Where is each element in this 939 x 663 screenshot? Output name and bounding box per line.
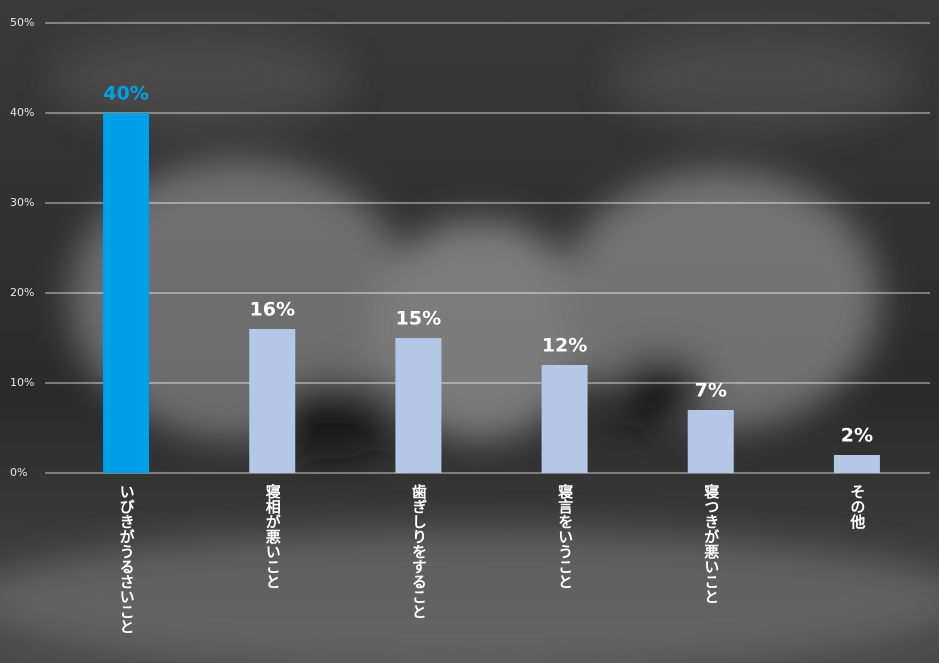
bar	[834, 455, 880, 473]
value-label: 2%	[841, 425, 873, 447]
y-tick-label: 10%	[10, 376, 34, 389]
x-tick-label: 寝言をいうこと	[556, 483, 574, 589]
bar	[249, 329, 295, 473]
y-tick-label: 40%	[10, 106, 34, 119]
value-label: 7%	[695, 380, 727, 402]
y-tick-label: 20%	[10, 286, 34, 299]
bar	[688, 410, 734, 473]
x-tick-label: 寝つきが悪いこと	[702, 483, 720, 604]
y-tick-label: 0%	[10, 466, 27, 479]
value-label: 16%	[250, 299, 295, 321]
y-tick-label: 30%	[10, 196, 34, 209]
value-label: 15%	[396, 308, 441, 330]
bar	[103, 113, 149, 473]
y-tick-label: 50%	[10, 16, 34, 29]
chart: 0% 10% 20% 30% 40% 50% 40% いびきがうるさいこと 16% 寝相が悪いこと…	[0, 0, 939, 663]
x-tick-label: いびきがうるさいこと	[118, 484, 136, 634]
bar	[395, 338, 441, 473]
value-label: 40%	[103, 83, 148, 105]
value-label: 12%	[542, 335, 587, 357]
bar	[542, 365, 588, 473]
x-tick-label: 寝相が悪いこと	[264, 483, 282, 589]
x-tick-label: その他	[848, 484, 866, 530]
x-tick-label: 歯ぎしりをすること	[410, 483, 428, 619]
